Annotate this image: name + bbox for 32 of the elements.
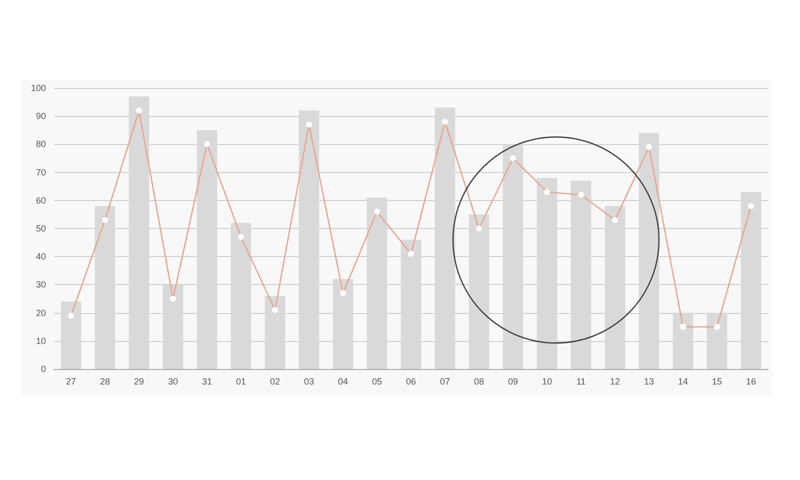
y-tick-label: 0 [40, 364, 46, 374]
y-tick-label: 10 [36, 336, 46, 346]
x-tick-label: 11 [576, 376, 586, 386]
x-tick-label: 03 [304, 376, 314, 386]
x-tick-label: 08 [474, 376, 484, 386]
y-tick-label: 50 [36, 224, 46, 234]
x-tick-label: 28 [100, 376, 110, 386]
x-tick-label: 29 [134, 376, 144, 386]
x-tick-label: 02 [270, 376, 280, 386]
x-tick-label: 07 [440, 376, 450, 386]
y-tick-label: 60 [36, 195, 46, 206]
x-tick-label: 27 [66, 376, 76, 386]
y-tick-label: 40 [36, 252, 46, 262]
x-tick-label: 30 [168, 376, 178, 386]
y-tick-label: 70 [36, 167, 46, 178]
x-tick-label: 31 [202, 376, 212, 386]
x-tick-label: 10 [542, 376, 552, 386]
y-tick-label: 100 [30, 83, 46, 93]
x-tick-label: 09 [508, 376, 518, 386]
x-tick-label: 06 [406, 376, 416, 386]
x-tick-label: 04 [338, 376, 348, 386]
y-tick-label: 80 [36, 139, 46, 150]
x-tick-label: 12 [610, 376, 620, 386]
x-tick-label: 13 [644, 376, 654, 386]
x-tick-label: 15 [712, 376, 722, 386]
y-tick-label: 90 [36, 111, 46, 122]
x-tick-label: 05 [372, 376, 382, 386]
y-tick-label: 30 [36, 280, 46, 290]
x-tick-label: 01 [236, 376, 246, 386]
x-tick-label: 14 [678, 376, 688, 386]
y-tick-label: 20 [36, 308, 46, 318]
x-tick-label: 16 [746, 376, 756, 386]
